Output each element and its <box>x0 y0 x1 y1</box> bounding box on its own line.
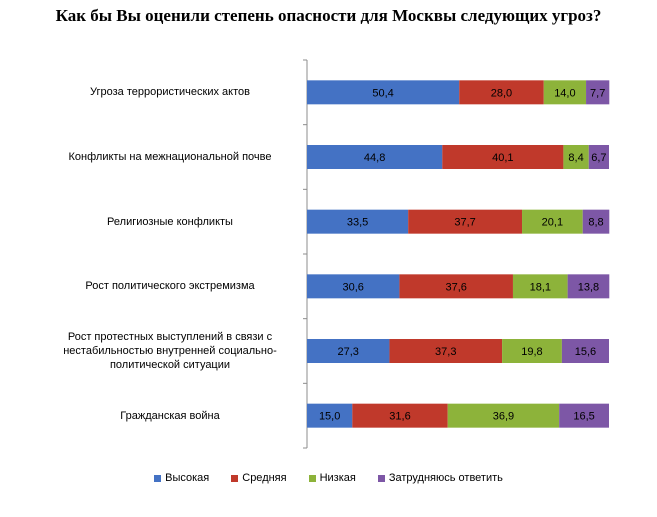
data-label-low-1: 8,4 <box>568 152 583 164</box>
bar-segment-high-5 <box>307 403 353 428</box>
legend-item-low: Низкая <box>308 472 356 484</box>
bar-segment-low-3 <box>512 274 568 299</box>
data-label-unsure-2: 8,8 <box>588 217 603 229</box>
data-label-unsure-0: 7,7 <box>590 87 605 99</box>
data-label-high-0: 50,4 <box>372 87 393 99</box>
bar-segment-low-0 <box>543 80 587 105</box>
legend-swatch-unsure <box>377 474 385 482</box>
data-label-high-1: 44,8 <box>364 152 385 164</box>
bar-segment-low-5 <box>447 403 560 428</box>
bar-segment-unsure-0 <box>586 80 610 105</box>
bar-segment-medium-0 <box>459 80 544 105</box>
data-label-medium-2: 37,7 <box>454 217 475 229</box>
data-label-medium-4: 37,3 <box>435 346 456 358</box>
legend-label-low: Низкая <box>319 472 356 484</box>
bar-segment-medium-4 <box>389 339 503 363</box>
data-label-high-5: 15,0 <box>319 411 340 423</box>
category-label-1: Конфликты на межнациональной почве <box>68 151 272 163</box>
category-label-4: Рост протестных выступлений в связи с не… <box>63 331 277 371</box>
bar-segment-high-0 <box>307 80 460 105</box>
legend: Высокая Средняя Низкая Затрудняюсь ответ… <box>0 472 657 484</box>
data-label-low-0: 14,0 <box>554 87 575 99</box>
bar-segment-high-2 <box>307 209 409 234</box>
legend-swatch-medium <box>231 474 239 482</box>
data-label-low-4: 19,8 <box>521 346 542 358</box>
legend-item-unsure: Затрудняюсь ответить <box>377 472 503 484</box>
bar-segment-medium-3 <box>399 274 513 299</box>
bar-segment-medium-1 <box>442 145 564 169</box>
category-label-3: Рост политического экстремизма <box>85 280 255 293</box>
category-label-5: Гражданская война <box>120 409 220 422</box>
bar-segment-high-4 <box>307 339 390 363</box>
bar-segment-high-3 <box>307 274 400 299</box>
legend-label-unsure: Затрудняюсь ответить <box>388 472 503 484</box>
data-label-medium-1: 40,1 <box>492 152 513 164</box>
data-label-low-2: 20,1 <box>542 217 563 229</box>
data-label-unsure-4: 15,6 <box>575 346 596 358</box>
bar-segment-medium-5 <box>352 403 448 428</box>
data-label-unsure-5: 16,5 <box>573 411 594 423</box>
data-label-high-3: 30,6 <box>342 281 363 293</box>
category-label-2: Религиозные конфликты <box>107 215 233 228</box>
data-label-medium-0: 28,0 <box>491 87 512 99</box>
data-label-high-4: 27,3 <box>338 346 359 358</box>
bar-segment-low-2 <box>522 209 583 234</box>
bar-segment-high-1 <box>307 145 443 169</box>
data-label-medium-5: 31,6 <box>389 411 410 423</box>
chart-title: Как бы Вы оценили степень опасности для … <box>55 6 602 25</box>
legend-swatch-low <box>308 474 316 482</box>
bar-segment-unsure-4 <box>561 339 609 363</box>
bar-segment-low-4 <box>502 339 562 363</box>
legend-label-high: Высокая <box>165 472 210 484</box>
bar-segment-unsure-2 <box>582 209 610 234</box>
data-label-high-2: 33,5 <box>347 217 368 229</box>
bar-segment-low-1 <box>563 145 589 169</box>
bar-segment-medium-2 <box>408 209 523 234</box>
data-label-low-3: 18,1 <box>530 281 551 293</box>
category-label-0: Угроза террористических актов <box>90 86 250 99</box>
bar-segment-unsure-5 <box>559 403 609 428</box>
bar-segment-unsure-1 <box>588 145 609 169</box>
legend-item-high: Высокая <box>154 472 209 484</box>
legend-item-medium: Средняя <box>231 472 287 484</box>
data-label-unsure-1: 6,7 <box>591 152 606 164</box>
data-label-unsure-3: 13,8 <box>578 281 599 293</box>
data-label-medium-3: 37,6 <box>445 281 466 293</box>
bar-segment-unsure-3 <box>567 274 610 299</box>
legend-swatch-high <box>154 474 162 482</box>
legend-label-medium: Средняя <box>242 472 287 484</box>
data-label-low-5: 36,9 <box>493 411 514 423</box>
